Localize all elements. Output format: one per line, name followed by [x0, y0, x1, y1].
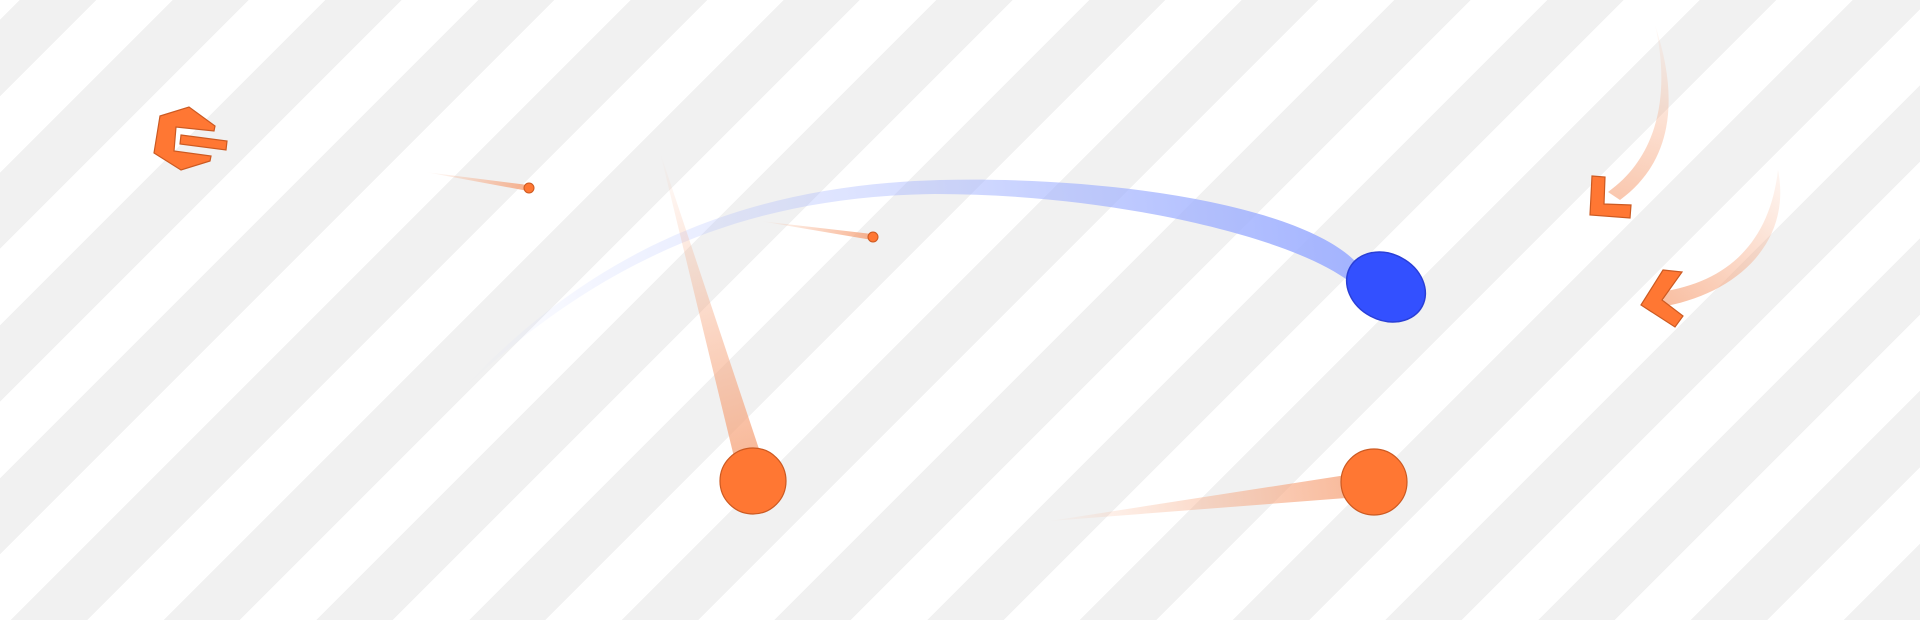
player-trail	[460, 179, 1356, 392]
bullet-icon	[523, 182, 535, 194]
enemy-ball-icon[interactable]	[719, 447, 787, 515]
c-shard-inner-icon	[179, 134, 228, 151]
bullet-trail	[760, 221, 872, 240]
chevron-shard-icon	[1640, 269, 1684, 328]
enemy-trail	[660, 152, 760, 457]
enemy-ball-icon[interactable]	[1340, 448, 1408, 516]
bullet-icon	[867, 231, 879, 243]
shard-trail	[1660, 170, 1781, 306]
shard-trail	[1608, 25, 1669, 200]
l-shard-icon	[1589, 175, 1632, 219]
player-blob-icon[interactable]	[1334, 239, 1437, 336]
enemy-trail	[1050, 471, 1372, 521]
bullet-trail	[425, 172, 528, 191]
c-shard-icon	[153, 106, 216, 171]
